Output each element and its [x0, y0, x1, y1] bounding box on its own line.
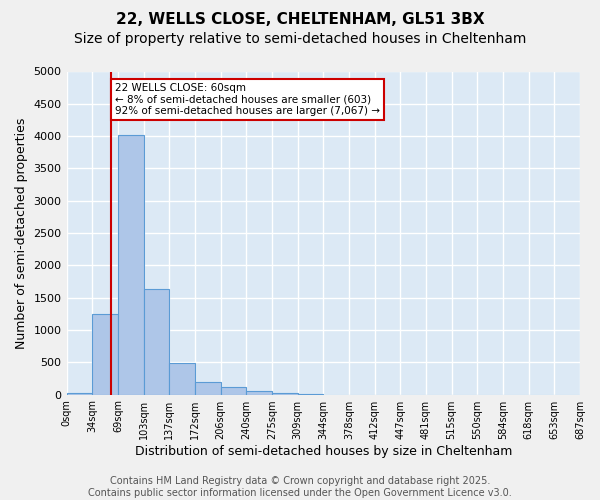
Bar	[195, 382, 221, 394]
Bar	[272, 392, 298, 394]
Bar	[67, 392, 92, 394]
Text: 22 WELLS CLOSE: 60sqm
← 8% of semi-detached houses are smaller (603)
92% of semi: 22 WELLS CLOSE: 60sqm ← 8% of semi-detac…	[115, 83, 380, 116]
Bar	[221, 387, 246, 394]
Bar	[118, 135, 143, 394]
Y-axis label: Number of semi-detached properties: Number of semi-detached properties	[15, 118, 28, 348]
Bar	[169, 363, 195, 394]
X-axis label: Distribution of semi-detached houses by size in Cheltenham: Distribution of semi-detached houses by …	[134, 444, 512, 458]
Text: Size of property relative to semi-detached houses in Cheltenham: Size of property relative to semi-detach…	[74, 32, 526, 46]
Bar	[246, 391, 272, 394]
Bar	[143, 288, 169, 395]
Bar	[92, 314, 118, 394]
Text: 22, WELLS CLOSE, CHELTENHAM, GL51 3BX: 22, WELLS CLOSE, CHELTENHAM, GL51 3BX	[116, 12, 484, 28]
Text: Contains HM Land Registry data © Crown copyright and database right 2025.
Contai: Contains HM Land Registry data © Crown c…	[88, 476, 512, 498]
